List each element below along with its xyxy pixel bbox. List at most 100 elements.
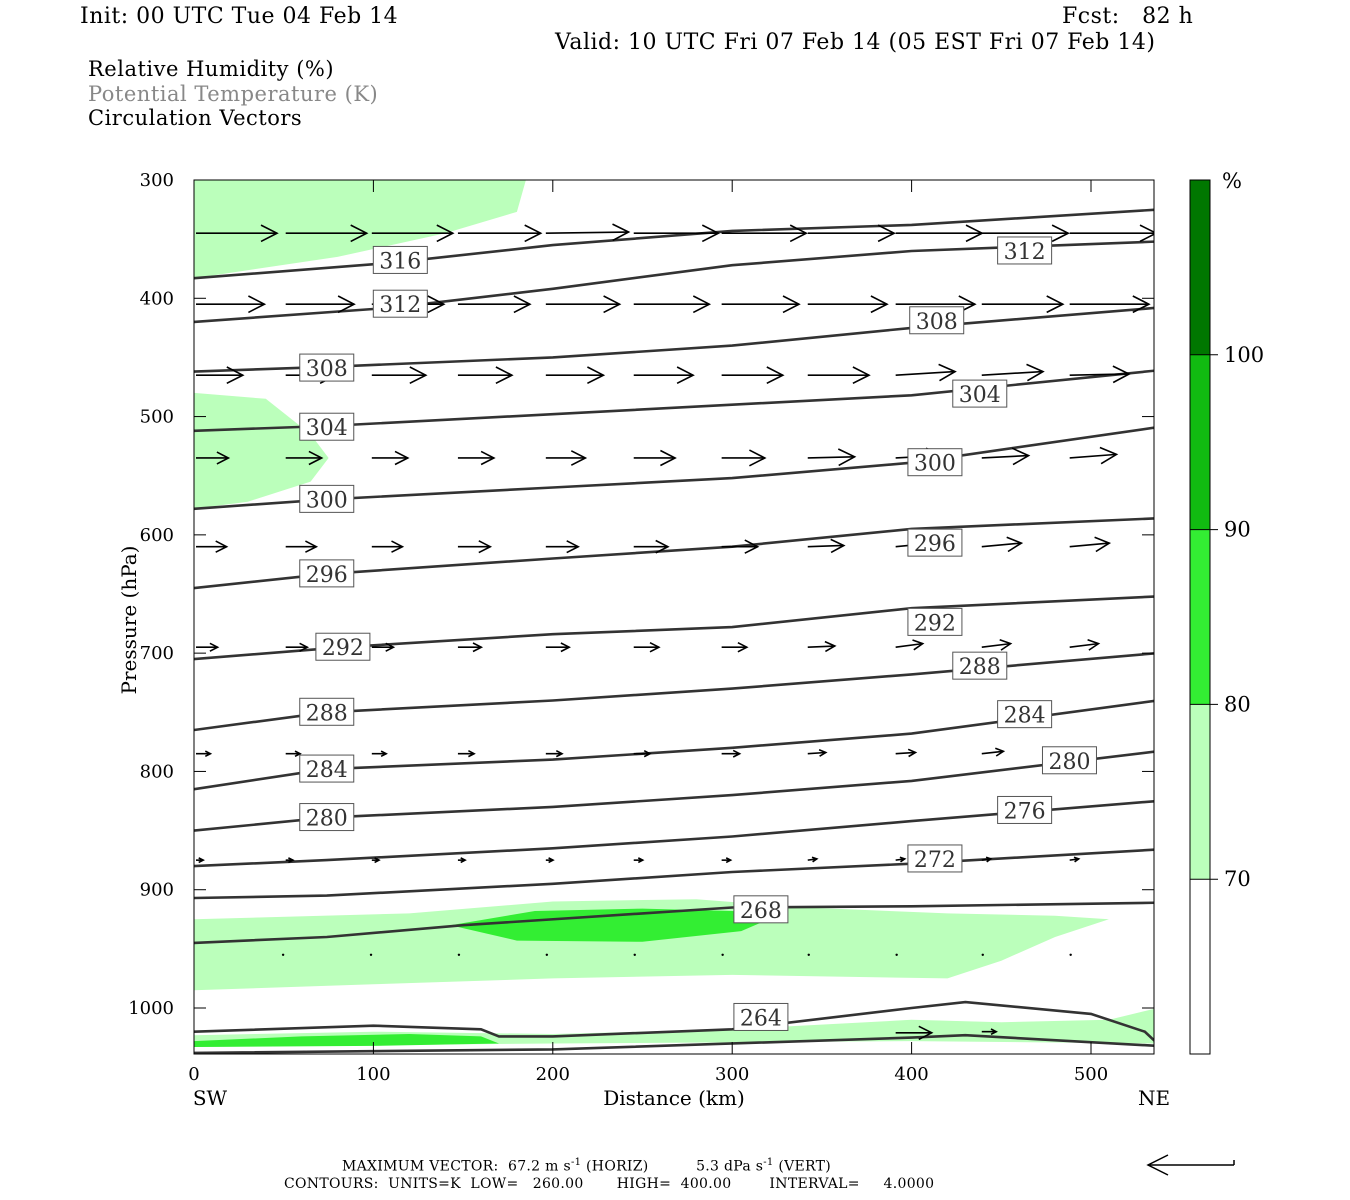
contour-label-box <box>733 1002 789 1031</box>
vector-head <box>612 223 631 242</box>
colorbar-swatch <box>1190 180 1210 355</box>
wind-vector <box>807 953 810 956</box>
contour-label-308: 308 <box>299 353 355 382</box>
wind-vector <box>545 366 606 385</box>
wind-vector <box>371 450 410 466</box>
wind-vector <box>196 540 229 553</box>
wind-vector <box>545 953 549 956</box>
colorbar-frame <box>1189 179 1211 1055</box>
contour-label-268: 268 <box>733 895 789 924</box>
contour-label-text: 288 <box>306 701 348 726</box>
vector-head <box>995 747 1006 757</box>
wind-vector <box>285 450 324 466</box>
vector-head <box>288 857 295 864</box>
wind-vector <box>545 540 580 554</box>
x-axis-label: Distance (km) <box>603 1086 745 1110</box>
wind-vector <box>457 749 476 758</box>
vector-head <box>1051 224 1070 243</box>
contour-label-box <box>299 412 355 441</box>
vector-shaft <box>807 455 855 459</box>
wind-vector <box>633 749 652 758</box>
wind-vector <box>807 366 871 385</box>
max-horiz-exponent: -1 <box>570 1157 582 1168</box>
contour-label-text: 312 <box>379 293 421 318</box>
endpoint-ne: NE <box>1138 1086 1170 1110</box>
vector-head <box>548 857 555 864</box>
vector-shaft <box>981 750 1004 755</box>
wind-vector <box>981 295 1065 314</box>
y-tick-label: 500 <box>140 407 174 428</box>
contour-label-text: 284 <box>306 758 348 783</box>
vector-head <box>837 448 857 467</box>
vector-head <box>938 363 957 382</box>
wind-vector <box>196 750 213 758</box>
contour-label-text: 272 <box>914 848 956 873</box>
rh-region-70 <box>194 392 329 509</box>
vector-head <box>226 366 245 385</box>
contour-label-text: 292 <box>322 636 364 661</box>
vector-head <box>1139 224 1154 243</box>
contour-label-280: 280 <box>1041 746 1097 775</box>
wind-vector <box>196 451 231 465</box>
theta-contour-268 <box>194 901 1154 945</box>
contour-label-292: 292 <box>315 632 371 661</box>
wind-vector <box>1069 224 1154 243</box>
contour-labels: 3163123123083083043043003002962962922922… <box>299 236 1097 1031</box>
contour-label-box <box>299 803 355 832</box>
vector-head <box>524 224 543 243</box>
contour-label-text: 268 <box>740 899 782 924</box>
max-vector-line: MAXIMUM VECTOR: 67.2 m s-1 (HORIZ) 5.3 d… <box>342 1157 831 1175</box>
x-tick-label: 500 <box>1074 1064 1108 1085</box>
contour-label-box <box>907 448 963 477</box>
contour-label-text: 264 <box>740 1006 782 1031</box>
wind-vector <box>371 642 396 652</box>
contour-label-box <box>299 697 355 726</box>
theta-contour-264 <box>194 1000 1154 1043</box>
wind-vector <box>633 641 661 653</box>
wind-vector <box>1069 953 1072 956</box>
wind-vector <box>807 295 889 314</box>
colorbar-label: 80 <box>1224 692 1251 716</box>
wind-vector <box>721 749 742 758</box>
vector-head <box>737 641 749 653</box>
vector-head <box>380 750 388 758</box>
contour-label-text: 296 <box>306 563 348 588</box>
y-tick-label: 900 <box>140 880 174 901</box>
contour-label-text: 312 <box>1004 240 1046 265</box>
wind-vector <box>1069 536 1112 553</box>
wind-vector <box>285 540 319 553</box>
wind-vector <box>895 953 898 956</box>
vector-head <box>1046 295 1065 314</box>
vector-head <box>260 224 279 243</box>
wind-vector <box>1069 638 1101 651</box>
wind-vector <box>895 363 957 382</box>
vector-head <box>198 857 205 864</box>
vector-head <box>1073 856 1081 863</box>
vector-shaft <box>981 454 1029 459</box>
wind-vector <box>196 366 245 385</box>
vector-head <box>766 366 785 385</box>
vector-head <box>637 857 645 864</box>
wind-vector <box>545 642 571 653</box>
wind-vector <box>721 953 724 956</box>
wind-vector <box>285 224 369 243</box>
vector-shaft <box>807 751 826 755</box>
vector-head <box>427 295 446 314</box>
contour-label-276: 276 <box>997 795 1053 824</box>
vector-shaft <box>1069 642 1099 649</box>
vector-head <box>1026 363 1045 382</box>
contour-label-box <box>372 289 428 318</box>
wind-vector <box>895 856 907 863</box>
vector-head <box>870 295 889 314</box>
endpoint-sw: SW <box>193 1086 228 1110</box>
colorbar-label: 70 <box>1224 867 1251 891</box>
vector-head <box>655 539 670 554</box>
plot-frame <box>193 179 1155 1055</box>
vector-head <box>811 856 819 863</box>
vector-head <box>409 366 428 385</box>
x-tick-label: 300 <box>715 1064 749 1085</box>
contour-label-box <box>907 607 963 636</box>
axes: 300 400 500 600 700 800 900 1000 0 100 200 300 400 50… <box>128 170 1154 1085</box>
wind-vector <box>1069 365 1131 384</box>
